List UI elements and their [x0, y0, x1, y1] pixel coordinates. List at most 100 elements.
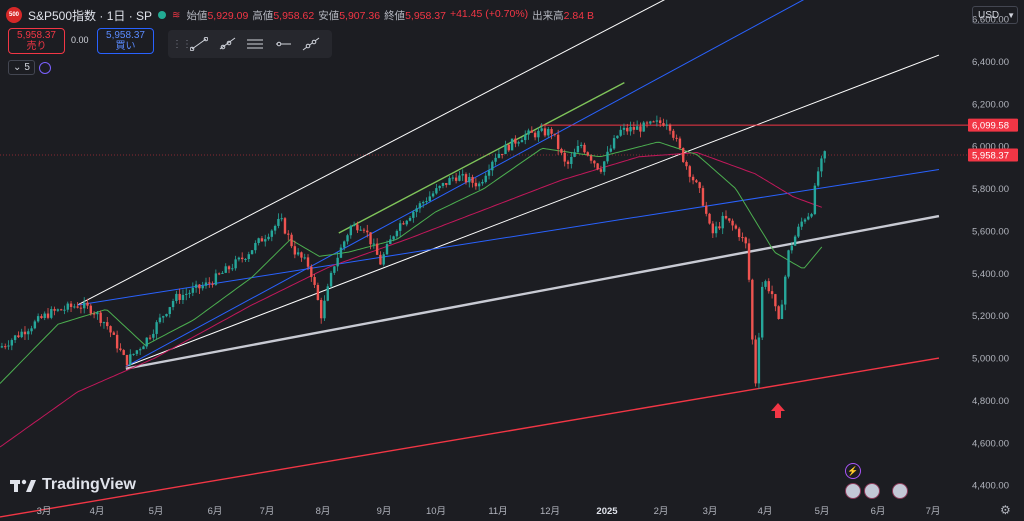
candle-body [761, 286, 764, 338]
candle-body [204, 282, 208, 286]
candle-body [181, 294, 185, 300]
candle-body [418, 203, 422, 209]
candle-body [445, 183, 448, 185]
candle-body [550, 129, 553, 134]
candle-body [69, 303, 73, 307]
candle-body [626, 127, 629, 132]
up-arrow-icon [771, 403, 785, 418]
candle-body [346, 235, 349, 242]
candle-body [20, 331, 23, 338]
candle-body [273, 225, 277, 231]
candle-body [570, 156, 573, 164]
candle-body [188, 292, 191, 294]
candle-body [820, 158, 823, 172]
sell-button[interactable]: 5,958.37 売り [8, 28, 65, 54]
alert-icon[interactable]: ≋ [172, 9, 181, 21]
candle-body [13, 335, 17, 341]
candle-body [718, 226, 721, 229]
blue-trend-line [77, 168, 940, 306]
drag-handle-icon[interactable]: ⋮⋮ [172, 38, 192, 50]
candle-body [171, 301, 175, 308]
extended-line-tool-icon[interactable] [298, 33, 324, 55]
candle-body [385, 244, 389, 255]
y-tick-label: 6,600.00 [972, 15, 1009, 26]
candle-body [323, 300, 326, 319]
candle-body [724, 215, 728, 219]
candle-body [691, 176, 695, 181]
candle-body [313, 277, 316, 285]
candle-body [349, 225, 353, 236]
candle-body [468, 176, 471, 183]
blue-trend-line-upper [125, 0, 805, 367]
candle-body [221, 272, 224, 274]
candle-body [573, 152, 576, 157]
us-flag-event-icon[interactable] [864, 483, 880, 499]
candle-body [198, 284, 201, 289]
candle-body [520, 140, 524, 143]
candle-body [507, 144, 510, 151]
candle-body [744, 237, 747, 244]
gear-icon[interactable]: ⚙ [1000, 503, 1011, 517]
ohlc-label: 始値 [186, 9, 208, 22]
candle-body [178, 293, 181, 300]
us-flag-event-icon[interactable] [892, 483, 908, 499]
candle-body [283, 218, 287, 234]
candle-body [92, 313, 96, 315]
candle-body [392, 236, 395, 240]
currency-select[interactable]: USD ▼ [972, 6, 1018, 24]
candle-body [441, 183, 445, 186]
symbol-title[interactable]: S&P500指数 · 1日 · SP [28, 8, 153, 23]
currency-value: USD [978, 9, 1000, 21]
candle-body [132, 353, 135, 355]
candle-body [310, 266, 313, 278]
candle-body [537, 130, 540, 138]
trend-line-tool-icon[interactable] [186, 33, 212, 55]
buy-button[interactable]: 5,958.37 買い [97, 28, 154, 54]
candle-body [398, 223, 402, 231]
ohlc-label: 安値 [318, 9, 340, 22]
ohlc-item: +41.45 (+0.70%) [450, 8, 528, 23]
candle-body [658, 120, 662, 124]
candle-body [474, 182, 478, 187]
candle-body [527, 130, 530, 135]
x-tick-label: 4月 [90, 506, 105, 517]
horizontal-ray-tool-icon[interactable] [270, 33, 296, 55]
ma-long-line [0, 151, 822, 448]
candle-body [112, 332, 116, 335]
candle-body [784, 276, 787, 305]
candle-body [685, 161, 688, 167]
candle-body [56, 309, 60, 311]
candle-body [267, 236, 270, 240]
candle-body [563, 152, 566, 162]
candle-body [194, 284, 198, 288]
candle-body [800, 221, 803, 227]
indicator-circle-icon[interactable] [38, 61, 51, 74]
candle-body [277, 218, 280, 226]
ohlc-item: 高値5,958.62 [252, 8, 314, 23]
candle-body [191, 287, 195, 293]
x-tick-label: 6月 [208, 506, 223, 517]
candle-body [270, 230, 274, 237]
candle-body [540, 128, 543, 131]
candle-body [214, 273, 218, 285]
candle-body [10, 340, 14, 346]
y-tick-label: 5,000.00 [972, 354, 1009, 365]
indicator-toggle[interactable]: ⌄ 5 [8, 60, 35, 75]
candle-body [774, 294, 777, 307]
us-flag-event-icon[interactable] [845, 483, 861, 499]
lightning-event-icon[interactable]: ⚡ [845, 463, 861, 479]
ohlc-item: 終値5,958.37 [384, 8, 446, 23]
candle-body [728, 218, 731, 221]
candle-body [787, 250, 790, 277]
indicator-row: ⌄ 5 [8, 60, 51, 75]
candle-body [96, 312, 99, 315]
candle-body [155, 322, 158, 334]
parallel-channel-tool-icon[interactable] [242, 33, 268, 55]
candle-body [431, 193, 435, 197]
candle-body [652, 121, 655, 123]
candle-body [356, 224, 359, 231]
candle-body [576, 145, 580, 153]
ray-tool-icon[interactable] [214, 33, 240, 55]
candle-body [339, 247, 343, 258]
